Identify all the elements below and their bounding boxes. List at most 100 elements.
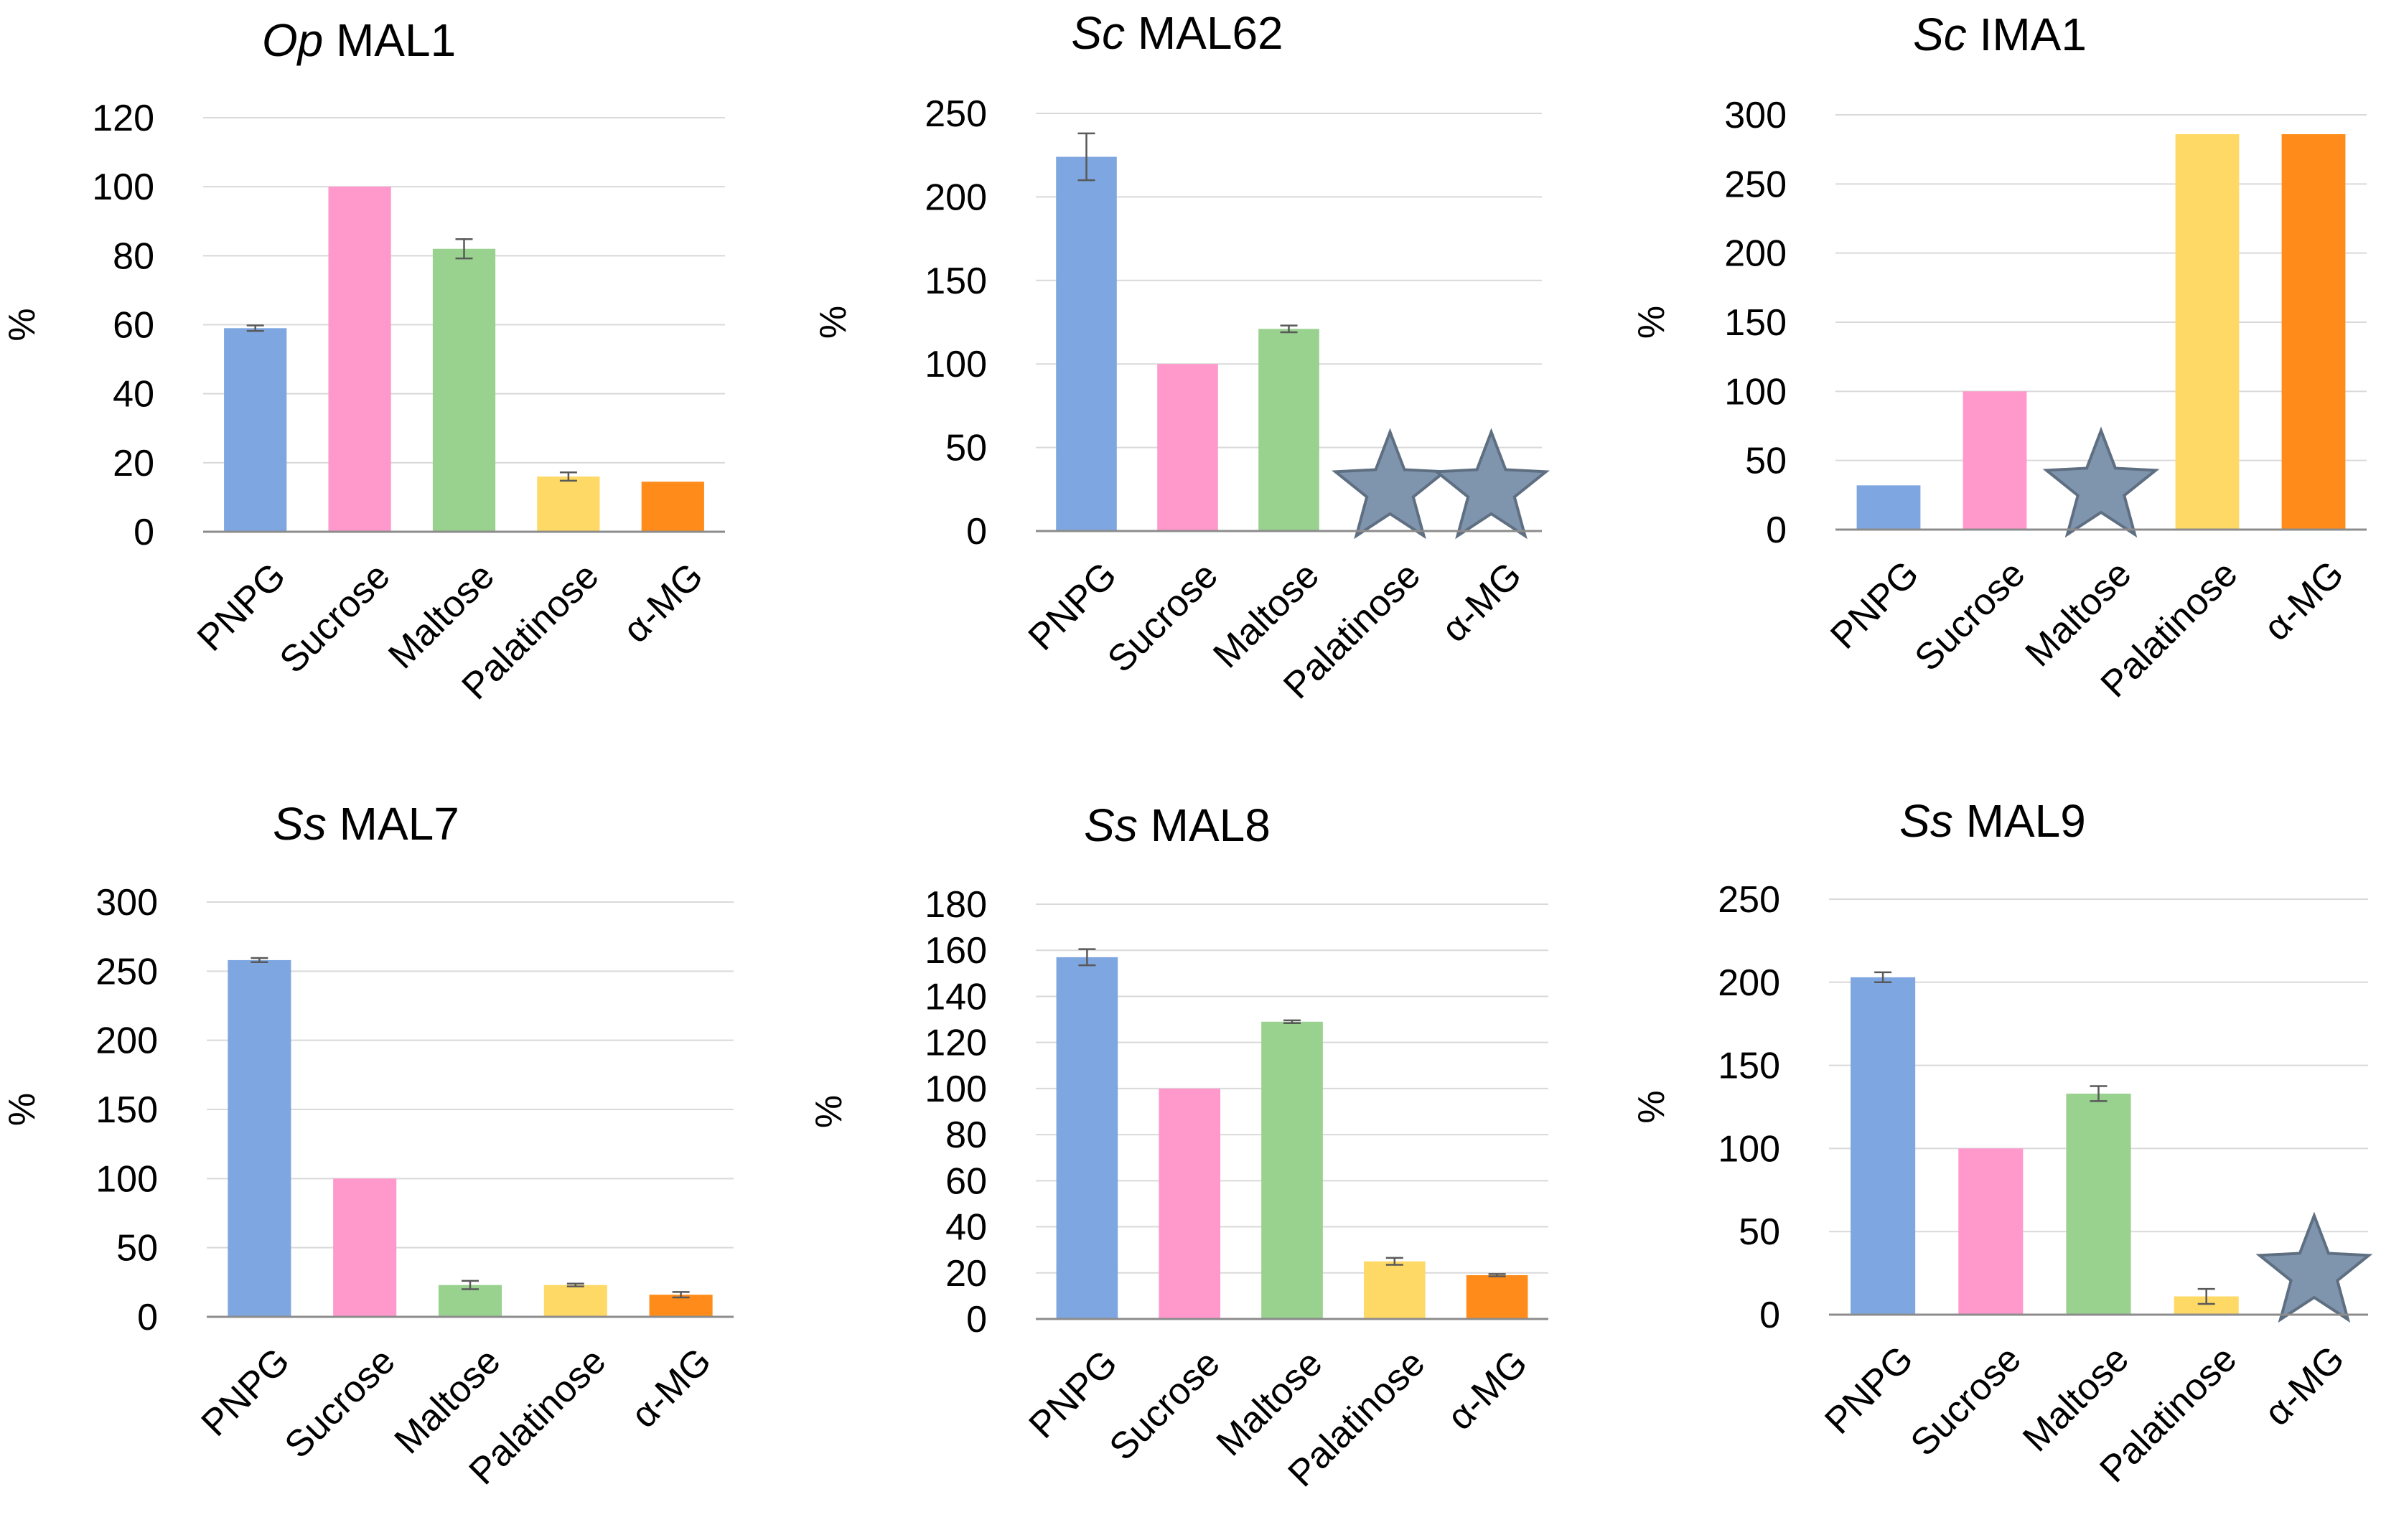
- category-label: α-MG: [1433, 554, 1530, 650]
- category-label: α-MG: [615, 555, 711, 651]
- title-species: Sc: [1071, 7, 1125, 59]
- title-species: Op: [262, 14, 323, 66]
- bar: [224, 328, 287, 532]
- bar: [537, 476, 600, 532]
- bar: [641, 482, 704, 532]
- bar: [2281, 133, 2346, 530]
- y-axis-label: %: [1, 1093, 43, 1126]
- y-tick-label: 50: [1745, 441, 1787, 482]
- y-tick-label: 0: [134, 512, 154, 553]
- category-label: α-MG: [623, 1340, 719, 1436]
- y-tick-label: 100: [925, 1069, 987, 1110]
- bar: [1056, 156, 1117, 531]
- bar: [2066, 1093, 2131, 1315]
- bar: [1261, 1021, 1323, 1319]
- y-tick-label: 20: [945, 1253, 987, 1295]
- title-name: IMA1: [1967, 9, 2087, 60]
- bar: [328, 187, 391, 532]
- y-tick-label: 80: [945, 1114, 987, 1156]
- not-detected-star-icon: [1433, 428, 1550, 540]
- bar: [1258, 329, 1319, 531]
- y-tick-label: 200: [925, 177, 987, 218]
- category-label: Sucrose: [1102, 1342, 1228, 1468]
- bar: [1363, 1261, 1426, 1319]
- y-tick-label: 60: [113, 305, 154, 347]
- y-tick-label: 50: [1739, 1211, 1780, 1253]
- chart-title: Op MAL1: [262, 14, 456, 66]
- chart-panel-4: Ss MAL7050100150200250300%PNPGSucroseMal…: [1, 798, 734, 1493]
- y-tick-label: 50: [116, 1228, 158, 1269]
- y-tick-label: 80: [113, 235, 154, 277]
- y-tick-label: 300: [95, 882, 158, 924]
- y-tick-label: 0: [1759, 1295, 1780, 1336]
- category-label: PNPG: [194, 1340, 298, 1444]
- bar: [543, 1285, 607, 1317]
- title-name: MAL7: [327, 798, 459, 850]
- y-tick-label: 250: [1724, 164, 1787, 205]
- bar: [432, 248, 496, 532]
- category-label: PNPG: [1823, 553, 1927, 657]
- not-detected-star-icon: [1332, 428, 1449, 540]
- y-tick-label: 140: [925, 976, 987, 1018]
- y-tick-label: 60: [945, 1160, 987, 1202]
- category-label: Sucrose: [1100, 554, 1226, 680]
- bar: [2175, 133, 2240, 530]
- title-species: Ss: [1084, 799, 1138, 851]
- y-tick-label: 300: [1724, 95, 1787, 136]
- chart-panel-3: Sc IMA1050100150200250300%PNPGSucroseMal…: [1631, 9, 2367, 705]
- y-tick-label: 0: [966, 511, 987, 553]
- y-tick-label: 20: [113, 443, 154, 484]
- title-species: Sc: [1913, 9, 1967, 60]
- not-detected-star-icon: [2042, 426, 2160, 538]
- y-tick-label: 150: [925, 260, 987, 302]
- bar: [649, 1295, 713, 1317]
- y-tick-label: 200: [95, 1020, 158, 1062]
- category-label: α-MG: [1439, 1342, 1535, 1438]
- y-tick-label: 250: [1718, 879, 1780, 921]
- chart-panel-5: Ss MAL8020406080100120140160180%PNPGSucr…: [808, 799, 1548, 1495]
- bar: [228, 959, 291, 1317]
- y-axis-label: %: [1631, 306, 1673, 339]
- y-axis-label: %: [1631, 1090, 1673, 1123]
- category-label: Sucrose: [277, 1340, 403, 1466]
- chart-title: Sc IMA1: [1913, 9, 2087, 60]
- title-name: MAL1: [323, 14, 456, 66]
- bar: [1958, 1148, 2024, 1315]
- category-label: PNPG: [190, 555, 294, 659]
- y-tick-label: 100: [1718, 1128, 1780, 1170]
- y-tick-label: 40: [945, 1207, 987, 1249]
- chart-panel-1: Op MAL1020406080100120%PNPGSucroseMaltos…: [1, 14, 725, 708]
- bar: [1056, 957, 1118, 1319]
- y-tick-label: 0: [966, 1299, 987, 1341]
- chart-title: Ss MAL9: [1899, 795, 2086, 847]
- y-tick-label: 0: [1766, 510, 1787, 551]
- category-label: Sucrose: [1907, 553, 2034, 679]
- title-name: MAL9: [1953, 795, 2086, 847]
- title-name: MAL8: [1138, 799, 1271, 851]
- y-tick-label: 100: [1724, 371, 1787, 413]
- y-tick-label: 250: [95, 951, 158, 992]
- bar: [1851, 977, 1916, 1315]
- y-tick-label: 160: [925, 930, 987, 972]
- chart-title: Sc MAL62: [1071, 7, 1283, 59]
- chart-title: Ss MAL8: [1084, 799, 1271, 851]
- chart-title: Ss MAL7: [273, 798, 459, 850]
- title-name: MAL62: [1125, 7, 1283, 59]
- category-label: α-MG: [2257, 1338, 2353, 1434]
- bar: [1466, 1274, 1528, 1319]
- y-axis-label: %: [813, 306, 854, 339]
- bar: [438, 1285, 502, 1317]
- y-tick-label: 120: [925, 1023, 987, 1064]
- y-axis-label: %: [808, 1095, 850, 1128]
- bar: [333, 1178, 397, 1317]
- y-tick-label: 100: [92, 166, 154, 208]
- y-tick-label: 120: [92, 98, 154, 139]
- y-tick-label: 150: [1724, 302, 1787, 344]
- bar: [1159, 1088, 1221, 1319]
- y-tick-label: 0: [137, 1297, 158, 1338]
- chart-panel-6: Ss MAL9050100150200250%PNPGSucroseMaltos…: [1631, 795, 2373, 1490]
- bar: [1856, 485, 1921, 530]
- y-tick-label: 180: [925, 884, 987, 926]
- y-tick-label: 150: [1718, 1046, 1780, 1087]
